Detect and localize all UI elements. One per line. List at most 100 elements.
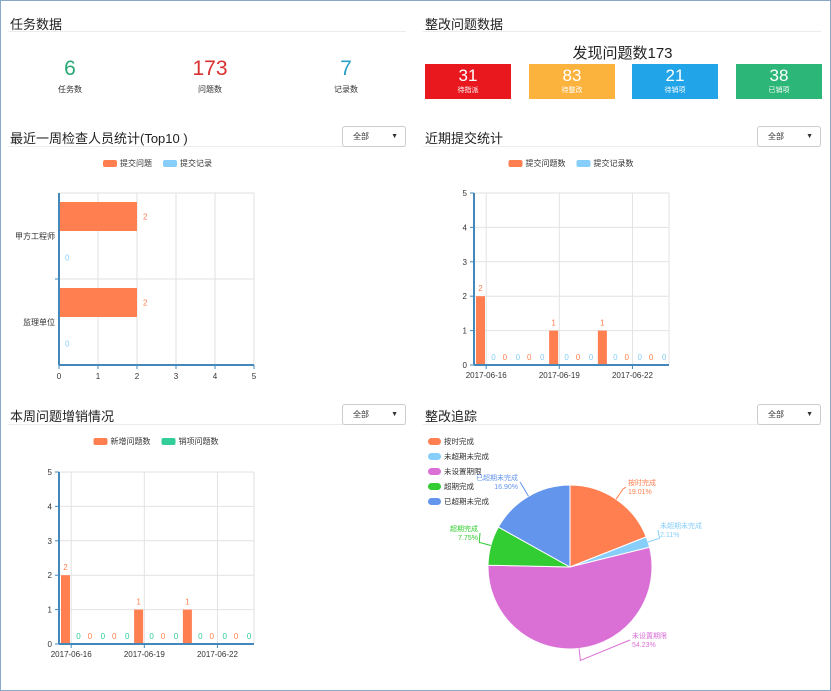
- legend-label: 提交记录: [180, 158, 212, 168]
- issue-status-box[interactable]: 38 已销项: [736, 64, 822, 99]
- tracking-divider: [423, 424, 821, 425]
- bar-value-label: 1: [136, 598, 141, 607]
- legend-swatch: [576, 160, 591, 167]
- bar: [549, 330, 559, 365]
- weekly-filter-value: 全部: [353, 410, 369, 419]
- issue-status-box[interactable]: 31 待指派: [425, 64, 511, 99]
- issue-status-box[interactable]: 21 待销项: [632, 64, 718, 99]
- pie-label-name: 超期完成: [450, 524, 478, 533]
- task-panel-divider: [8, 31, 406, 32]
- pie-label-line: [478, 532, 492, 546]
- x-tick-label: 2017-06-22: [612, 371, 653, 380]
- x-tick-label: 4: [213, 372, 218, 381]
- y-tick-label: 监理单位: [23, 317, 55, 327]
- x-tick-label: 2017-06-22: [197, 650, 238, 659]
- pie-label-percent: 7.75%: [458, 535, 478, 542]
- bar-value-label: 0: [65, 340, 70, 349]
- task-stat: 6 任务数: [20, 57, 120, 95]
- caret-down-icon: ▼: [391, 411, 398, 418]
- bar-value-label: 0: [503, 353, 508, 362]
- bar-value-label: 0: [576, 353, 581, 362]
- pie-slice: [569, 484, 647, 568]
- x-tick-label: 2017-06-19: [539, 371, 580, 380]
- legend-swatch: [428, 498, 441, 505]
- caret-down-icon: ▼: [806, 411, 813, 418]
- x-tick-label: 2017-06-16: [466, 371, 507, 380]
- bar-value-label: 0: [101, 632, 106, 641]
- legend-label: 新增问题数: [111, 436, 151, 446]
- bar-value-label: 0: [161, 632, 166, 641]
- y-tick-label: 2: [463, 292, 468, 301]
- y-tick-label: 甲方工程师: [15, 231, 55, 241]
- legend-label: 已超期未完成: [444, 496, 489, 506]
- task-stat-label: 问题数: [198, 85, 222, 94]
- inspectors-divider: [8, 146, 406, 147]
- weekly-chart-title: 本周问题增销情况: [10, 409, 115, 424]
- bar-value-label: 2: [143, 299, 148, 308]
- bar: [134, 609, 144, 644]
- caret-down-icon: ▼: [806, 133, 813, 140]
- bar-value-label: 1: [600, 319, 605, 328]
- bar-value-label: 0: [198, 632, 203, 641]
- y-tick-label: 2: [48, 571, 53, 580]
- bar-value-label: 0: [613, 353, 618, 362]
- y-tick-label: 0: [463, 361, 468, 370]
- y-tick-label: 0: [48, 640, 53, 649]
- bar-value-label: 0: [174, 632, 179, 641]
- tracking-chart-title: 整改追踪: [425, 409, 478, 424]
- inspectors-chart-title: 最近一周检查人员统计(Top10 ): [10, 131, 188, 146]
- issue-status-value: 38: [769, 66, 789, 85]
- y-tick-label: 1: [463, 327, 468, 336]
- bar-value-label: 0: [210, 632, 215, 641]
- bar: [476, 296, 485, 365]
- task-stat: 173 问题数: [160, 57, 260, 95]
- bar-value-label: 0: [149, 632, 154, 641]
- task-stat: 7 记录数: [296, 57, 396, 95]
- pie-label-percent: 19.01%: [628, 489, 652, 496]
- task-stat-label: 记录数: [334, 85, 358, 94]
- recent-filter-value: 全部: [768, 132, 784, 141]
- bar: [61, 575, 70, 644]
- pie-label-line: [578, 639, 631, 662]
- task-stat-label: 任务数: [58, 85, 82, 94]
- x-tick-label: 1: [96, 372, 101, 381]
- pie-label-name: 已超期未完成: [476, 473, 518, 482]
- legend-swatch: [508, 160, 523, 167]
- weekly-filter-select[interactable]: 全部 ▼: [342, 404, 406, 425]
- bar-value-label: 0: [564, 353, 569, 362]
- bar-value-label: 0: [234, 632, 239, 641]
- issue-status-value: 83: [562, 66, 582, 85]
- legend-swatch: [428, 468, 441, 475]
- issue-status-label: 待整改: [561, 87, 583, 94]
- legend-label: 按时完成: [444, 436, 474, 446]
- legend-label: 提交问题: [120, 158, 152, 168]
- tracking-filter-select[interactable]: 全部 ▼: [757, 404, 821, 425]
- pie-label-percent: 2.11%: [660, 532, 679, 539]
- bar-value-label: 0: [65, 254, 70, 263]
- inspectors-filter-select[interactable]: 全部 ▼: [342, 126, 406, 147]
- issue-panel-title: 整改问题数据: [425, 17, 504, 32]
- recent-filter-select[interactable]: 全部 ▼: [757, 126, 821, 147]
- x-tick-label: 2: [135, 372, 140, 381]
- issue-status-label: 待销项: [664, 87, 686, 94]
- weekly-divider: [8, 424, 406, 425]
- legend-label: 未设置期限: [444, 466, 482, 476]
- x-tick-label: 3: [174, 372, 179, 381]
- legend-swatch: [428, 438, 441, 445]
- task-stat-value: 7: [340, 57, 352, 80]
- x-tick-label: 2017-06-19: [124, 650, 165, 659]
- bar-value-label: 0: [540, 353, 545, 362]
- bar-value-label: 0: [112, 632, 117, 641]
- bar-value-label: 0: [125, 632, 130, 641]
- legend-swatch: [161, 438, 176, 445]
- bar-value-label: 0: [491, 353, 496, 362]
- bar-value-label: 1: [551, 319, 556, 328]
- bar-value-label: 0: [625, 353, 630, 362]
- issue-status-box[interactable]: 83 待整改: [529, 64, 615, 99]
- bar-value-label: 0: [662, 353, 667, 362]
- bar-value-label: 0: [516, 353, 521, 362]
- bar-value-label: 0: [589, 353, 594, 362]
- legend-swatch: [103, 160, 117, 167]
- y-tick-label: 3: [463, 258, 468, 267]
- legend-label: 未超期未完成: [444, 451, 489, 461]
